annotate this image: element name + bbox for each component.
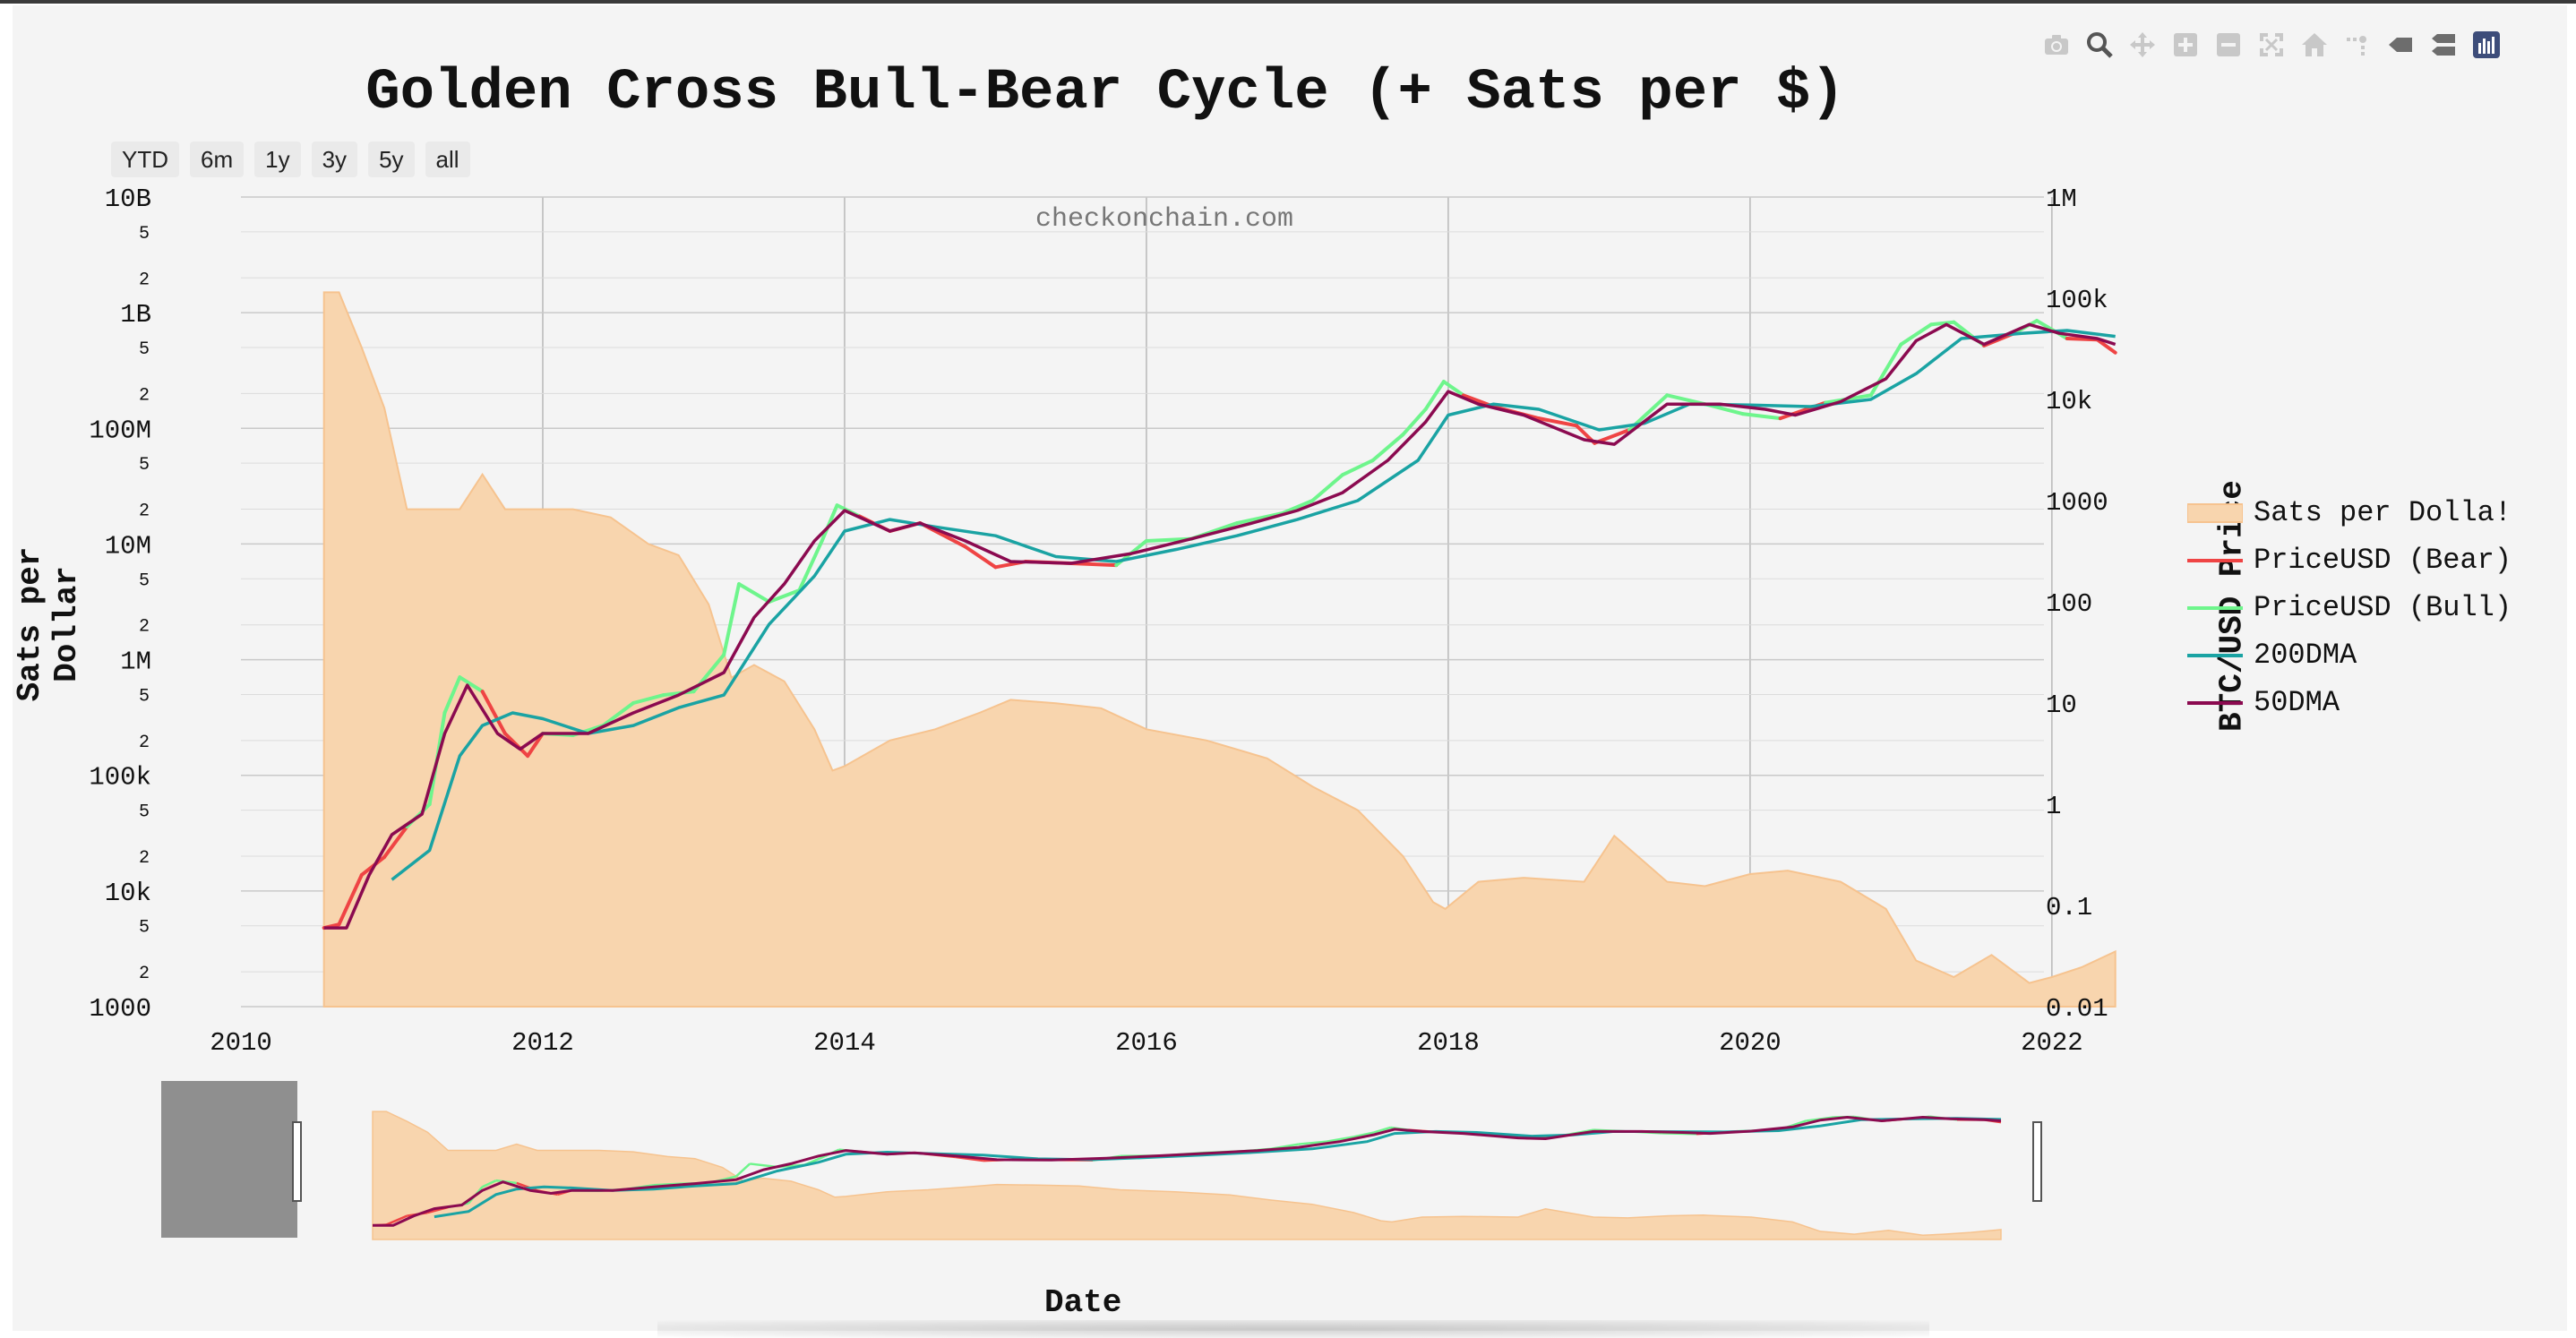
y-right-tick-label: 100 [2046,589,2092,619]
zoom-out-icon[interactable] [2211,27,2246,63]
y-right-tick-label: 10k [2046,387,2092,416]
y-left-minor-tick-label: 5 [139,224,150,244]
range-button-all[interactable]: all [425,142,470,177]
y-left-minor-tick-label: 5 [139,686,150,707]
price-bull-segment [739,584,769,602]
y-right-tick-label: 1M [2046,184,2077,214]
y-left-tick-label: 1000 [89,994,151,1024]
chart-title: Golden Cross Bull-Bear Cycle (+ Sats per… [13,61,2198,125]
legend-swatch-200dma [2187,645,2243,666]
y-left-minor-tick-label: 2 [139,848,150,869]
x-tick-label: 2014 [813,1028,876,1058]
range-button-1y[interactable]: 1y [254,142,300,177]
range-slider-mask-left [161,1081,297,1238]
legend-item-50dma[interactable]: 50DMA [2187,679,2512,726]
x-axis-label: Date [1044,1284,1121,1321]
x-tick-label: 2016 [1115,1028,1178,1058]
y-left-minor-tick-label: 2 [139,733,150,753]
y-left-tick-label: 10B [105,184,151,214]
plotly-logo-icon[interactable] [2469,27,2504,63]
price-bull-segment [1742,414,1780,418]
window-top-border [0,0,2576,4]
legend-swatch-bull [2187,597,2243,619]
zoom-in-icon[interactable] [2168,27,2203,63]
price-bull-segment [1312,475,1343,501]
y-right-tick-label: 1 [2046,792,2061,821]
pan-icon[interactable] [2125,27,2160,63]
legend-label-sats: Sats per Dolla! [2254,496,2512,529]
y-left-tick-label: 100k [89,763,151,793]
y-left-minor-tick-label: 2 [139,617,150,638]
y-left-tick-label: 1M [120,648,151,677]
y-left-minor-tick-label: 2 [139,385,150,406]
plot-area: 2010 2012 2014 2016 2018 2020 2022 1000 2 5 10k 2 5 1… [13,5,2567,1331]
y-right-tick-label: 100k [2046,286,2108,315]
price-bull-segment [1426,382,1444,409]
y-left-tick-label: 1B [120,300,151,330]
range-slider-handle-right[interactable] [2033,1122,2041,1201]
legend-item-bear[interactable]: PriceUSD (Bear) [2187,536,2512,584]
range-button-3y[interactable]: 3y [312,142,357,177]
x-tick-label: 2020 [1719,1028,1782,1058]
x-tick-label: 2018 [1417,1028,1480,1058]
legend-item-200dma[interactable]: 200DMA [2187,631,2512,679]
range-selector: YTD 6m 1y 3y 5y all [111,142,481,177]
range-button-ytd[interactable]: YTD [111,142,179,177]
legend-item-bull[interactable]: PriceUSD (Bull) [2187,584,2512,631]
y-left-tick-label: 10M [105,531,151,561]
price-bull-segment [1931,322,1953,325]
legend-swatch-sats [2187,502,2243,524]
camera-icon[interactable] [2039,27,2074,63]
y-left-minor-tick-label: 5 [139,918,150,939]
y-left-minor-tick-label: 2 [139,502,150,522]
price-bull-segment [1403,409,1425,434]
autoscale-icon[interactable] [2254,27,2289,63]
range-slider-handle-left[interactable] [293,1122,301,1201]
y-left-minor-tick-label: 5 [139,802,150,823]
legend-label-200dma: 200DMA [2254,639,2357,672]
legend-item-sats[interactable]: Sats per Dolla! [2187,489,2512,536]
y-right-tick-label: 1000 [2046,488,2108,518]
y-left-minor-tick-label: 2 [139,270,150,290]
x-tick-label: 2022 [2021,1028,2083,1058]
y-right-tick-label: 10 [2046,690,2077,720]
y-left-minor-tick-label: 5 [139,339,150,360]
zoom-icon[interactable] [2082,27,2117,63]
hover-compare-icon[interactable] [2426,27,2461,63]
reset-axes-icon[interactable] [2297,27,2332,63]
spike-lines-icon[interactable] [2340,27,2375,63]
y-right-tick-label: 0.01 [2046,994,2108,1024]
legend-label-50dma: 50DMA [2254,686,2340,719]
legend-swatch-bear [2187,550,2243,571]
legend-label-bear: PriceUSD (Bear) [2254,544,2512,577]
price-bull-segment [724,584,739,655]
y-left-tick-label: 10k [105,879,151,908]
hover-closest-icon[interactable] [2383,27,2418,63]
watermark: checkonchain.com [1035,204,1293,235]
y-left-minor-tick-label: 5 [139,455,150,476]
price-bull-segment [1871,345,1902,396]
legend: Sats per Dolla! PriceUSD (Bear) PriceUSD… [2187,489,2512,726]
price-bear-segment [966,547,996,568]
price-bull-segment [822,505,837,541]
bottom-shadow [657,1320,1929,1338]
y-axis-left-label: Sats per Dollar [12,508,85,741]
y-left-minor-tick-label: 2 [139,964,150,984]
range-button-6m[interactable]: 6m [190,142,244,177]
legend-swatch-50dma [2187,692,2243,714]
modebar [2039,25,2512,64]
x-tick-label: 2012 [511,1028,574,1058]
y-left-minor-tick-label: 5 [139,570,150,591]
x-tick-label: 2010 [210,1028,272,1058]
range-slider [161,1081,2041,1239]
y-left-tick-label: 100M [89,416,151,445]
range-button-5y[interactable]: 5y [368,142,414,177]
y-right-tick-label: 0.1 [2046,893,2092,922]
legend-label-bull: PriceUSD (Bull) [2254,591,2512,624]
